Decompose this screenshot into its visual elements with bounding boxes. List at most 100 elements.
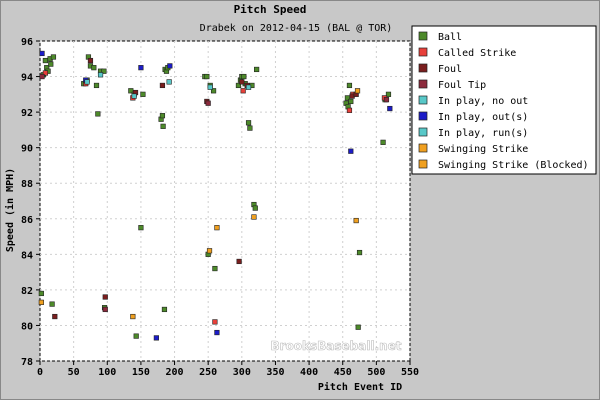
x-tick-label: 450: [334, 367, 352, 378]
data-point: [353, 217, 359, 224]
data-point: [251, 214, 257, 220]
data-point: [356, 249, 363, 256]
y-tick-label: 84: [21, 250, 33, 261]
data-point: [206, 248, 213, 254]
data-point: [252, 205, 258, 211]
legend-label: Foul Tip: [438, 80, 486, 91]
data-point: [38, 290, 44, 297]
data-point: [205, 100, 211, 106]
data-point: [380, 139, 386, 145]
data-point: [354, 88, 361, 94]
data-point: [212, 265, 218, 272]
data-point: [204, 73, 210, 80]
y-tick-label: 82: [21, 286, 33, 297]
data-point: [42, 70, 48, 76]
data-point: [48, 61, 54, 67]
legend-label: Called Strike: [438, 48, 516, 59]
x-tick-label: 150: [132, 367, 150, 378]
data-points: [38, 50, 393, 341]
data-point: [245, 120, 252, 126]
data-point: [140, 91, 146, 97]
legend-swatch: [418, 111, 428, 121]
data-point: [133, 333, 139, 339]
chart-subtitle: Drabek on 2012-04-15 (BAL @ TOR): [200, 23, 393, 34]
data-point: [210, 88, 217, 94]
legend-label: Swinging Strike (Blocked): [438, 160, 589, 171]
data-point: [153, 335, 159, 341]
legend: Ball Called Strike Foul Foul Tip In play, no…: [411, 25, 597, 175]
data-point: [355, 324, 361, 330]
data-point: [84, 79, 90, 85]
y-axis-ticks: 78 80 82 84 86 88 90 92 94 96: [21, 37, 40, 368]
data-point: [212, 319, 218, 325]
data-point: [138, 65, 144, 71]
data-point: [101, 68, 107, 74]
data-point: [348, 148, 354, 154]
legend-label: In play, no out: [438, 96, 528, 107]
data-point: [383, 97, 390, 103]
data-point: [39, 73, 45, 80]
legend-swatch: [418, 47, 428, 57]
x-tick-label: 100: [98, 367, 116, 378]
y-tick-label: 86: [21, 215, 33, 226]
legend-label: Swinging Strike: [438, 144, 528, 155]
data-point: [239, 79, 245, 85]
data-point: [95, 111, 101, 117]
data-point: [235, 82, 242, 89]
x-tick-label: 0: [37, 367, 43, 378]
data-point: [166, 79, 172, 85]
watermark: BrooksBaseball.net: [270, 339, 401, 353]
y-tick-label: 94: [21, 73, 33, 84]
data-point: [130, 313, 136, 320]
data-point: [245, 84, 252, 90]
data-point: [49, 301, 55, 307]
data-point: [207, 84, 213, 90]
x-tick-label: 250: [199, 367, 217, 378]
data-point: [346, 82, 353, 89]
data-point: [97, 72, 104, 78]
data-point: [346, 107, 353, 113]
y-tick-label: 96: [21, 37, 33, 48]
data-point: [38, 299, 44, 305]
legend-label: Foul: [438, 64, 462, 75]
data-point: [87, 57, 94, 64]
data-point: [159, 82, 166, 89]
data-point: [214, 329, 220, 336]
data-point: [39, 50, 45, 57]
y-tick-label: 92: [21, 108, 33, 119]
data-point: [247, 125, 253, 131]
data-point: [236, 258, 242, 265]
plot-area: [39, 40, 411, 362]
x-tick-label: 350: [266, 367, 284, 378]
data-point: [52, 313, 58, 320]
legend-swatch: [418, 127, 428, 137]
data-point: [387, 105, 393, 112]
data-point: [348, 98, 354, 105]
data-point: [42, 57, 48, 64]
data-point: [167, 63, 173, 69]
data-point: [91, 65, 97, 71]
legend-label: In play, run(s): [438, 128, 528, 139]
data-point: [241, 73, 247, 80]
data-point: [159, 113, 166, 119]
chart-title: Pitch Speed: [234, 3, 307, 16]
data-point: [138, 225, 144, 231]
data-point: [50, 54, 57, 60]
legend-swatch: [418, 159, 428, 169]
data-point: [254, 66, 260, 73]
legend-swatch: [418, 31, 428, 41]
x-axis-label: Pitch Event ID: [318, 381, 402, 393]
x-tick-label: 500: [367, 367, 385, 378]
data-point: [214, 225, 220, 231]
x-tick-label: 400: [300, 367, 318, 378]
data-point: [240, 88, 246, 94]
gridlines: [39, 40, 411, 362]
x-axis-ticks: 0 50 100 150 200 250 300 350 400 450 500 550: [37, 361, 419, 378]
y-tick-label: 80: [21, 321, 33, 332]
y-tick-label: 88: [21, 179, 33, 190]
data-point: [160, 123, 166, 129]
y-axis-label: Speed (in MPH): [4, 168, 16, 252]
legend-label: In play, out(s): [438, 112, 528, 123]
y-tick-label: 90: [21, 144, 33, 155]
